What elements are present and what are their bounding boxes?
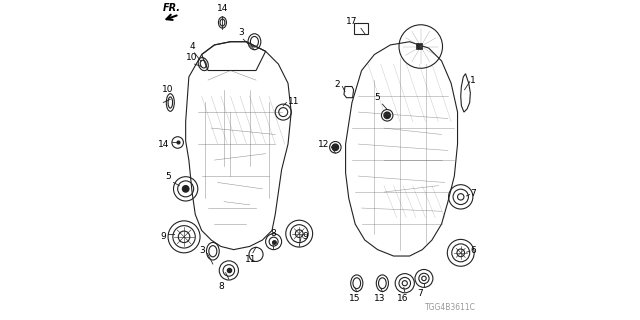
Text: 4: 4 — [189, 42, 195, 51]
Text: 2: 2 — [334, 80, 340, 89]
Bar — [353, 22, 368, 34]
Text: 12: 12 — [317, 140, 329, 149]
Text: 5: 5 — [374, 93, 380, 102]
Text: 9: 9 — [303, 232, 308, 241]
Text: 10: 10 — [162, 85, 173, 94]
Text: 16: 16 — [397, 294, 409, 303]
Text: 17: 17 — [346, 17, 357, 26]
Text: 7: 7 — [417, 289, 423, 298]
Text: 14: 14 — [158, 140, 170, 149]
Text: 11: 11 — [244, 255, 256, 264]
Text: FR.: FR. — [163, 3, 181, 13]
Text: 1: 1 — [470, 76, 476, 85]
Text: 5: 5 — [166, 172, 172, 180]
Text: 11: 11 — [288, 97, 300, 106]
Text: TGG4B3611C: TGG4B3611C — [425, 303, 476, 312]
Text: 10: 10 — [186, 52, 198, 61]
Circle shape — [332, 144, 339, 150]
Text: 14: 14 — [217, 4, 228, 13]
Circle shape — [384, 112, 390, 118]
Text: 9: 9 — [160, 232, 166, 241]
Text: 13: 13 — [374, 294, 386, 303]
Text: 6: 6 — [470, 246, 476, 255]
Text: 8: 8 — [271, 229, 276, 238]
Text: 3: 3 — [199, 246, 205, 255]
Text: 3: 3 — [239, 28, 244, 37]
Bar — [416, 43, 422, 49]
Text: 8: 8 — [218, 282, 224, 291]
Text: 7: 7 — [470, 189, 476, 198]
Circle shape — [182, 186, 189, 192]
Text: 15: 15 — [349, 294, 360, 303]
